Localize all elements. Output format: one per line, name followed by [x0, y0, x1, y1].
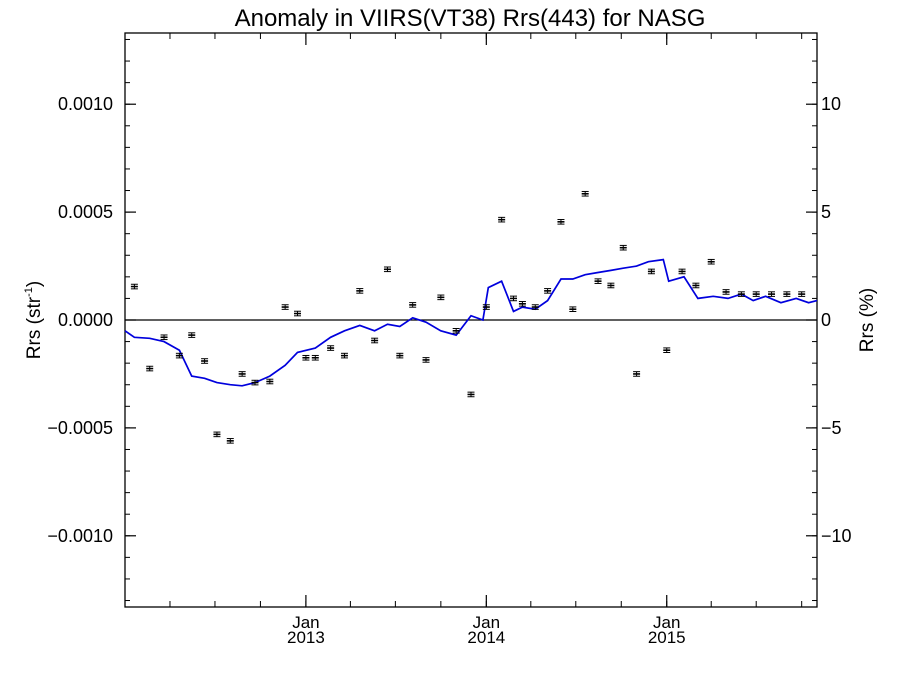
y-axis-label-left-main: Rrs (str	[24, 296, 45, 359]
y-tick-label: 0.0005	[58, 202, 113, 222]
y-tick-label: 0.0000	[58, 310, 113, 330]
x-tick-label-year: 2013	[287, 628, 325, 647]
y2-tick-label: −5	[821, 418, 842, 438]
y-axis-label-right: Rrs (%)	[857, 288, 878, 352]
y-axis-label-left-close: )	[24, 281, 45, 287]
y-axis-label-left-sup: -1	[23, 287, 35, 297]
y2-tick-label: 0	[821, 310, 831, 330]
x-tick-label-year: 2014	[467, 628, 505, 647]
y2-tick-label: 5	[821, 202, 831, 222]
y2-tick-label: −10	[821, 526, 852, 546]
chart-title: Anomaly in VIIRS(VT38) Rrs(443) for NASG	[235, 5, 706, 32]
y-tick-label: 0.0010	[58, 94, 113, 114]
x-tick-label-month: Jan	[473, 613, 500, 632]
x-tick-label-month: Jan	[292, 613, 319, 632]
series-line	[124, 258, 818, 387]
x-tick-label-year: 2015	[648, 628, 686, 647]
y-axis-label-left: Rrs (str-1)	[23, 281, 45, 359]
y-tick-label: −0.0010	[47, 526, 113, 546]
x-tick-label-month: Jan	[653, 613, 680, 632]
y-tick-label: −0.0005	[47, 418, 113, 438]
y2-tick-label: 10	[821, 94, 841, 114]
plot-area: 0.0010 0.0005 0.0000 −0.0005 −0.0010 10 5 0 −5 −1…	[47, 32, 852, 647]
